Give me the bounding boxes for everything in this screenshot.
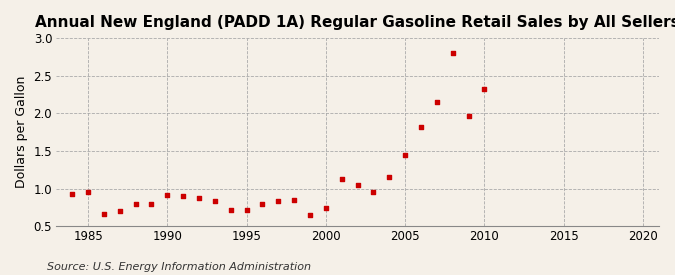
Point [257, 202, 268, 207]
Point [479, 86, 490, 91]
Point [416, 125, 427, 129]
Point [194, 196, 205, 201]
Point [304, 213, 315, 217]
Point [225, 208, 236, 212]
Point [67, 192, 78, 196]
Point [114, 209, 125, 213]
Point [448, 51, 458, 55]
Point [431, 100, 442, 104]
Point [289, 198, 300, 202]
Point [130, 202, 141, 207]
Point [336, 177, 347, 181]
Point [146, 202, 157, 206]
Point [241, 208, 252, 212]
Point [463, 114, 474, 119]
Point [178, 194, 188, 199]
Point [321, 205, 331, 210]
Point [384, 175, 395, 180]
Point [82, 190, 93, 195]
Point [162, 192, 173, 197]
Text: Source: U.S. Energy Information Administration: Source: U.S. Energy Information Administ… [47, 262, 311, 272]
Point [209, 199, 220, 204]
Point [400, 153, 410, 157]
Point [352, 183, 363, 187]
Point [273, 199, 284, 203]
Title: Annual New England (PADD 1A) Regular Gasoline Retail Sales by All Sellers: Annual New England (PADD 1A) Regular Gas… [35, 15, 675, 30]
Y-axis label: Dollars per Gallon: Dollars per Gallon [15, 76, 28, 188]
Point [99, 211, 109, 216]
Point [368, 189, 379, 194]
